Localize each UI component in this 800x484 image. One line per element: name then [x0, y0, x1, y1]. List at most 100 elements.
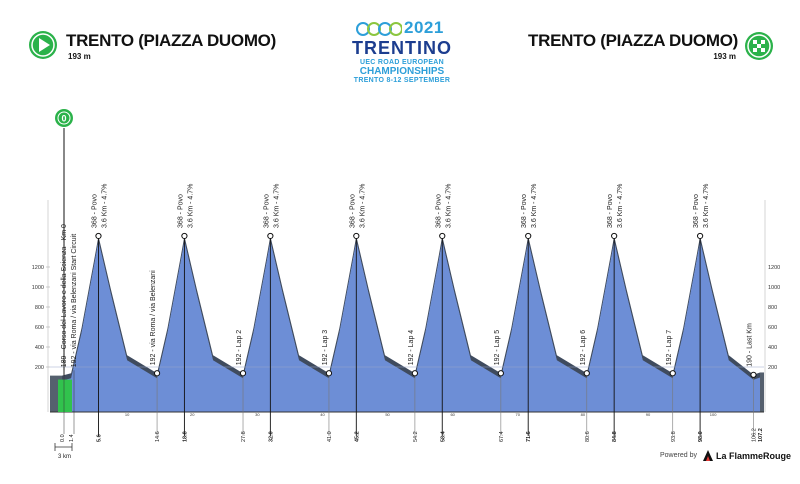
distance-tick: 10 [125, 412, 130, 417]
finish-wall [760, 372, 764, 412]
landmark-label: 368 - Povo [349, 194, 356, 228]
profile-area [62, 240, 760, 412]
landmark-label: 368 - Povo [435, 194, 442, 228]
landmark-dot [525, 232, 532, 240]
climb-info: 3.6 Km - 4.7% [101, 184, 108, 228]
landmark-label: 368 - Povo [607, 194, 614, 228]
altitude-tick-right: 800 [768, 305, 777, 311]
altitude-tick-left: 400 [35, 345, 44, 351]
landmark-dot [325, 370, 333, 377]
altitude-tick-left: 1000 [32, 285, 44, 291]
landmark-label: 192 - Lap 2 [236, 330, 243, 366]
altitude-tick-left: 1200 [32, 265, 44, 271]
checkered-flag-icon [745, 32, 773, 60]
distance-tick: 30 [255, 412, 260, 417]
start-altitude: 193 m [68, 52, 91, 61]
landmark-label: 368 - Povo [521, 194, 528, 228]
climb-info: 3.6 Km - 4.7% [187, 184, 194, 228]
landmark-dot [95, 232, 102, 240]
start-city: TRENTO (PIAZZA DUOMO) [66, 31, 276, 50]
brand-name: La FlammeRouge [716, 451, 792, 461]
km-label: 107.2 [758, 428, 764, 442]
km-label: 71.6 [526, 431, 532, 442]
landmark-label: 192 - via Roma / via Belenzani [150, 270, 157, 365]
landmark-label: 368 - Povo [263, 194, 270, 228]
distance-tick: 50 [385, 412, 390, 417]
km-label: 54.2 [413, 431, 419, 442]
distance-tick: 40 [320, 412, 325, 417]
landmark-label: 190 - Last Km [746, 323, 753, 367]
km-label: 5.6 [96, 434, 102, 442]
profile-ridge [62, 235, 760, 382]
landmark-dot [411, 370, 419, 377]
altitude-tick-right: 1200 [768, 265, 780, 271]
distance-tick: 60 [450, 412, 455, 417]
landmark-dot [353, 232, 360, 240]
distance-tick: 70 [516, 412, 521, 417]
landmark-label: 192 - Lap 7 [666, 330, 673, 366]
climb-info: 3.6 Km - 4.7% [531, 184, 538, 228]
flame-rouge-icon [703, 450, 713, 461]
logo-line1: UEC ROAD EUROPEAN [359, 59, 445, 66]
landmark-label: 368 - Povo [693, 194, 700, 228]
altitude-tick-left: 800 [35, 305, 44, 311]
altitude-tick-right: 400 [768, 345, 777, 351]
km-label: 67.4 [499, 431, 505, 442]
km0-pin-ring [57, 111, 71, 125]
climb-info: 3.6 Km - 4.7% [445, 184, 452, 228]
finish-altitude: 193 m [713, 52, 736, 61]
altitude-tick-right: 1000 [768, 285, 780, 291]
landmark-dot [239, 370, 247, 377]
landmark-dot [611, 232, 618, 240]
logo-name: TRENTINO [352, 38, 452, 58]
landmark-dot [750, 371, 757, 378]
landmark-label: 192 - Lap 6 [580, 330, 587, 366]
landmark-label: 368 - Povo [91, 194, 98, 228]
altitude-tick-left: 600 [35, 325, 44, 331]
landmark-label: 368 - Povo [177, 194, 184, 228]
climb-info: 3.6 Km - 4.7% [617, 184, 624, 228]
landmark-dot [696, 232, 704, 240]
climb-info: 3.6 Km - 4.7% [359, 184, 366, 228]
altitude-tick-right: 600 [768, 325, 777, 331]
km-label: 0.0 [60, 434, 66, 442]
km-label: 18.8 [182, 431, 188, 442]
distance-tick: 80 [581, 412, 586, 417]
start-label: 189 - Corso del Lavoro e della Scienza -… [61, 224, 68, 367]
km0-segment [58, 379, 72, 412]
cycling-rings-icon [356, 22, 402, 36]
logo-line2: CHAMPIONSHIPS [359, 66, 445, 77]
distance-tick: 20 [190, 412, 195, 417]
landmark-dot [669, 370, 676, 377]
altitude-tick-left: 200 [35, 365, 44, 371]
landmark-dot [583, 370, 590, 377]
climb-info: 3.6 Km - 4.7% [273, 184, 280, 228]
distance-tick: 100 [710, 412, 717, 417]
scale-label: 3 km [58, 454, 71, 460]
km-label: 27.8 [241, 431, 247, 442]
landmark-label: 192 - Lap 4 [408, 330, 415, 366]
km-label: 32.0 [268, 431, 274, 442]
landmark-dot [497, 370, 504, 377]
km-label: 45.2 [354, 431, 360, 442]
km-label: 1.4 [69, 434, 75, 442]
play-icon [29, 31, 57, 59]
km-label: 58.4 [440, 430, 446, 442]
km-label: 84.8 [612, 431, 618, 442]
landmark-label: 192 - Lap 5 [494, 330, 501, 366]
km-label: 106.2 [751, 428, 757, 442]
start-label: 192 - via Roma / via Belenzani Start Cir… [71, 234, 78, 367]
km0-label: 0 [61, 114, 66, 124]
altitude-tick-right: 200 [768, 365, 777, 371]
landmark-label: 192 - Lap 3 [322, 330, 329, 366]
climb-info: 3.6 Km - 4.7% [703, 184, 710, 228]
landmark-dot [153, 370, 161, 377]
landmark-dot [181, 232, 188, 240]
km-label: 93.8 [671, 431, 677, 442]
km-label: 98.0 [698, 431, 704, 442]
finish-city: TRENTO (PIAZZA DUOMO) [528, 31, 738, 50]
logo-line3: TRENTO 8-12 SEPTEMBER [353, 77, 451, 84]
powered-by: Powered by [660, 452, 697, 459]
